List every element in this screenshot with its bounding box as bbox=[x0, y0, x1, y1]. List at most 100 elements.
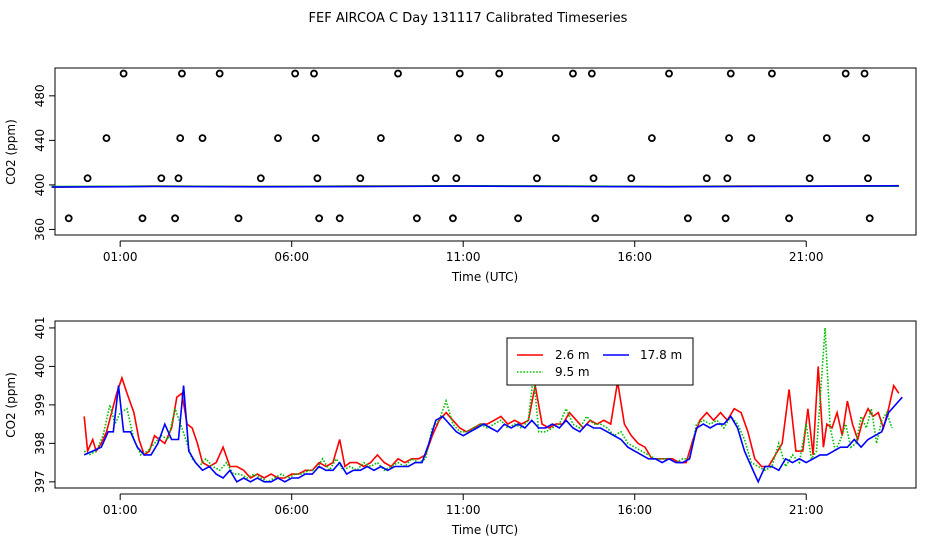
flask-sample-point bbox=[721, 214, 730, 223]
flask-sample-point bbox=[454, 134, 462, 143]
top-plot-frame bbox=[54, 67, 917, 236]
top-x-tick-label: 21:00 bbox=[789, 250, 824, 264]
flask-sample-point bbox=[569, 69, 577, 78]
bottom-panel: 397 398 399 400 401 01:00 06:00 11:00 16:00 21:0… bbox=[4, 316, 917, 537]
top-y-axis-label: CO2 (ppm) bbox=[4, 119, 18, 185]
flask-sample-point bbox=[665, 69, 673, 78]
bottom-plot-marks bbox=[83, 327, 903, 484]
top-panel: 360 400 440 480 01:00 06:00 11:00 16:00 21:00 T… bbox=[4, 67, 917, 284]
flask-sample-point bbox=[589, 174, 598, 183]
bottom-y-tick-label: 397 bbox=[33, 470, 47, 493]
flask-sample-point bbox=[822, 134, 831, 143]
legend: 2.6 m 9.5 m 17.8 m bbox=[506, 337, 694, 386]
flask-sample-point bbox=[683, 214, 692, 223]
flask-sample-point bbox=[138, 214, 147, 223]
bottom-x-tick-label: 16:00 bbox=[617, 503, 652, 517]
flask-sample-point bbox=[174, 174, 183, 183]
flask-sample-point bbox=[64, 214, 73, 223]
flask-sample-point bbox=[356, 174, 365, 183]
flask-sample-point bbox=[311, 134, 320, 143]
flask-sample-point bbox=[455, 69, 464, 78]
flask-sample-point bbox=[449, 214, 457, 223]
flask-sample-point bbox=[431, 174, 440, 183]
chart-title: FEF AIRCOA C Day 131117 Calibrated Times… bbox=[309, 11, 628, 26]
flask-sample-point bbox=[394, 69, 402, 78]
top-y-axis: 360 400 440 480 bbox=[33, 84, 55, 241]
bottom-y-tick-label: 398 bbox=[33, 432, 47, 455]
flask-sample-point bbox=[864, 174, 872, 183]
flask-sample-point bbox=[335, 214, 344, 223]
bottom-x-tick-label: 21:00 bbox=[789, 503, 824, 517]
bottom-x-tick-label: 01:00 bbox=[103, 503, 138, 517]
flask-sample-point bbox=[860, 69, 869, 78]
flask-sample-point bbox=[495, 69, 504, 78]
flask-sample-point bbox=[178, 69, 186, 78]
bottom-y-axis: 397 398 399 400 401 bbox=[33, 316, 55, 493]
bottom-y-axis-label: CO2 (ppm) bbox=[4, 372, 18, 438]
flask-sample-point bbox=[198, 134, 207, 143]
flask-sample-point bbox=[310, 69, 318, 78]
flask-sample-point bbox=[274, 134, 282, 143]
flask-sample-point bbox=[234, 214, 243, 223]
bottom-series-line-1 bbox=[83, 327, 893, 483]
flask-sample-point bbox=[514, 214, 522, 223]
flask-sample-point bbox=[176, 134, 185, 143]
flask-sample-point bbox=[702, 174, 711, 183]
flask-sample-point bbox=[412, 214, 421, 223]
flask-sample-point bbox=[551, 134, 560, 143]
bottom-series-line-2 bbox=[83, 385, 903, 484]
flask-sample-point bbox=[785, 214, 793, 223]
bottom-x-tick-label: 11:00 bbox=[446, 503, 481, 517]
top-x-axis: 01:00 06:00 11:00 16:00 21:00 bbox=[103, 240, 824, 264]
bottom-y-tick-label: 399 bbox=[33, 393, 47, 416]
flask-sample-point bbox=[805, 174, 814, 183]
flask-sample-point bbox=[627, 174, 636, 183]
flask-sample-point bbox=[725, 134, 733, 143]
bottom-x-axis: 01:00 06:00 11:00 16:00 21:00 bbox=[103, 493, 824, 517]
legend-entry-label: 17.8 m bbox=[640, 348, 682, 362]
flask-sample-point bbox=[215, 69, 224, 78]
flask-sample-point bbox=[256, 174, 265, 183]
bottom-y-tick-label: 401 bbox=[33, 316, 47, 339]
flask-sample-point bbox=[865, 214, 874, 223]
top-series-line-3 bbox=[51, 185, 899, 188]
flask-sample-point bbox=[119, 69, 128, 78]
flask-sample-point bbox=[726, 69, 735, 78]
flask-sample-point bbox=[862, 134, 871, 143]
bottom-x-tick-label: 06:00 bbox=[274, 503, 309, 517]
flask-sample-point bbox=[587, 69, 596, 78]
bottom-y-tick-label: 400 bbox=[33, 355, 47, 378]
top-y-tick-label: 400 bbox=[33, 173, 47, 196]
flask-sample-point bbox=[747, 134, 756, 143]
bottom-series-line-0 bbox=[83, 366, 900, 480]
flask-sample-point bbox=[723, 174, 732, 183]
legend-box bbox=[506, 337, 694, 386]
flask-sample-point bbox=[647, 134, 656, 143]
top-x-tick-label: 01:00 bbox=[103, 250, 138, 264]
top-x-tick-label: 11:00 bbox=[446, 250, 481, 264]
top-y-tick-label: 480 bbox=[33, 84, 47, 107]
top-x-axis-label: Time (UTC) bbox=[451, 270, 518, 284]
flask-sample-point bbox=[768, 69, 776, 78]
flask-sample-point bbox=[83, 174, 92, 183]
top-x-tick-label: 16:00 bbox=[617, 250, 652, 264]
legend-entry-label: 2.6 m bbox=[555, 348, 590, 362]
flask-sample-point bbox=[291, 69, 300, 78]
flask-sample-point bbox=[376, 134, 385, 143]
flask-sample-point bbox=[157, 174, 166, 183]
flask-sample-point bbox=[102, 134, 111, 143]
flask-sample-point bbox=[476, 134, 485, 143]
flask-sample-point bbox=[171, 214, 179, 223]
top-y-tick-label: 360 bbox=[33, 218, 47, 241]
flask-sample-point bbox=[313, 174, 322, 183]
top-y-tick-label: 440 bbox=[33, 129, 47, 152]
top-plot-marks bbox=[51, 69, 899, 223]
bottom-x-axis-label: Time (UTC) bbox=[451, 523, 518, 537]
flask-sample-point bbox=[315, 214, 324, 223]
flask-sample-point bbox=[452, 174, 461, 183]
flask-sample-point bbox=[533, 174, 541, 183]
top-x-tick-label: 06:00 bbox=[274, 250, 309, 264]
legend-entry-label: 9.5 m bbox=[555, 365, 590, 379]
flask-sample-point bbox=[841, 69, 850, 78]
